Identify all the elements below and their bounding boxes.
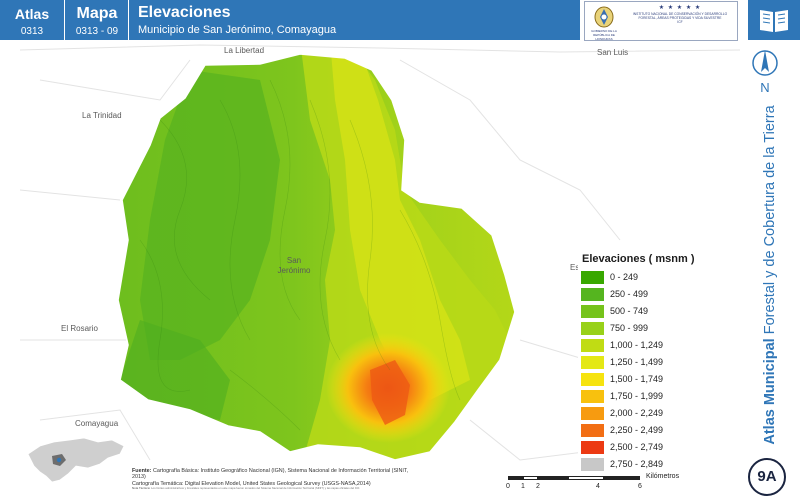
place-san-luis: San Luis [597, 48, 629, 57]
legend-item: 250 - 499 [581, 287, 726, 302]
mapa-label: Mapa [76, 5, 118, 22]
municipality-boundary [117, 53, 516, 461]
title-cell: Elevaciones Municipio de San Jerónimo, C… [138, 0, 578, 40]
source-line1: Cartografía Básica: Instituto Geográfico… [132, 468, 409, 481]
icf-acronym: ICF [677, 20, 683, 25]
legend-swatch [581, 390, 604, 403]
scale-tick: 4 [596, 483, 600, 490]
plate-number: 9A [748, 458, 786, 496]
legend-label: 2,500 - 2,749 [610, 442, 664, 452]
municipality-elevation [118, 54, 515, 460]
legend-label: 1,000 - 1,249 [610, 340, 664, 350]
series-title-rest: Forestal y de Cobertura de la Tierra [762, 105, 778, 339]
atlas-label: Atlas [14, 6, 50, 22]
scale-tick: 2 [536, 483, 540, 490]
legend-swatch [581, 407, 604, 420]
legend-label: 500 - 749 [610, 306, 649, 316]
legend-swatch [581, 271, 604, 284]
legend-label: 1,750 - 1,999 [610, 391, 664, 401]
scale-tick: 6 [638, 483, 642, 490]
mapa-cell: Mapa 0313 - 09 [66, 0, 129, 40]
legend: Elevaciones ( msnm ) 0 - 249 250 - 499 5… [578, 252, 728, 474]
header: Atlas 0313 Mapa 0313 - 09 Elevaciones Mu… [0, 0, 800, 44]
legend-label: 2,750 - 2,849 [610, 459, 664, 469]
title-bar: Atlas 0313 Mapa 0313 - 09 Elevaciones Mu… [0, 0, 580, 40]
icf-logo: ★ ★ ★ ★ ★ INSTITUTO NACIONAL DE CONSERVA… [627, 5, 733, 25]
legend-swatch [581, 458, 604, 471]
source-line2: Cartografía Temática: Digital Elevation … [132, 480, 371, 487]
place-es-fragment: Es [570, 263, 580, 272]
scale-segments [508, 476, 644, 480]
place-comayagua: Comayagua [75, 419, 119, 428]
legend-item: 500 - 749 [581, 304, 726, 319]
legend-item: 2,000 - 2,249 [581, 406, 726, 421]
technical-note: Nota Técnica: Los límites administrativo… [132, 486, 422, 490]
place-el-rosario: El Rosario [61, 324, 98, 333]
legend-item: 1,500 - 1,749 [581, 372, 726, 387]
page-subtitle: Municipio de San Jerónimo, Comayagua [138, 24, 337, 36]
legend-title: Elevaciones ( msnm ) [582, 253, 695, 265]
place-la-trinidad: La Trinidad [82, 111, 122, 120]
place-la-libertad: La Libertad [224, 46, 265, 55]
legend-label: 2,000 - 2,249 [610, 408, 664, 418]
scale-seg [538, 476, 568, 480]
legend-label: 750 - 999 [610, 323, 649, 333]
legend-item: 0 - 249 [581, 270, 726, 285]
place-san-jeronimo: San Jerónimo [274, 256, 314, 276]
icf-name: INSTITUTO NACIONAL DE CONSERVACIÓN Y DES… [632, 12, 728, 21]
legend-label: 2,250 - 2,499 [610, 425, 664, 435]
legend-swatch [581, 424, 604, 437]
scale-seg [508, 476, 523, 480]
legend-swatch [581, 356, 604, 369]
note-label: Nota Técnica: [132, 486, 151, 490]
place-san-jeronimo-line2: Jerónimo [277, 266, 311, 275]
series-title-bold: Atlas Municipal [762, 338, 778, 445]
scale-tick: 1 [521, 483, 525, 490]
elevation-map [19, 44, 741, 461]
legend-swatch [581, 373, 604, 386]
legend-swatch [581, 322, 604, 335]
legend-item: 1,000 - 1,249 [581, 338, 726, 353]
institution-logos: GOBIERNO DE LA REPÚBLICA DE HONDURAS ★ ★… [584, 1, 738, 41]
place-san-jeronimo-line1: San [286, 256, 302, 265]
scale-unit: Kilómetros [646, 473, 680, 480]
legend-swatch [581, 441, 604, 454]
source-label: Fuente: [132, 468, 152, 474]
legend-swatch [581, 288, 604, 301]
atlas-cell: Atlas 0313 [0, 0, 65, 40]
scale-seg [568, 476, 604, 480]
note-text: Los límites administrativos y forestales… [151, 486, 360, 490]
legend-item: 1,250 - 1,499 [581, 355, 726, 370]
mapa-code: 0313 - 09 [75, 26, 119, 37]
open-book-icon [760, 10, 788, 32]
government-caption: GOBIERNO DE LA REPÚBLICA DE HONDURAS [591, 29, 617, 41]
north-arrow-icon [752, 50, 778, 76]
scale-seg [523, 476, 538, 480]
legend-label: 1,500 - 1,749 [610, 374, 664, 384]
page-title: Elevaciones [138, 4, 231, 21]
legend-item: 2,500 - 2,749 [581, 440, 726, 455]
atlas-code: 0313 [20, 26, 44, 37]
scale-tick: 0 [506, 483, 510, 490]
honduras-locator-map [27, 437, 125, 483]
north-letter: N [760, 80, 770, 95]
legend-swatch [581, 339, 604, 352]
stars-icon: ★ ★ ★ ★ ★ [658, 5, 702, 11]
legend-label: 250 - 499 [610, 289, 649, 299]
legend-item: 2,750 - 2,849 [581, 457, 726, 472]
scale-seg [604, 476, 640, 480]
legend-label: 1,250 - 1,499 [610, 357, 664, 367]
coat-of-arms-icon [594, 6, 614, 28]
legend-item: 750 - 999 [581, 321, 726, 336]
legend-item: 2,250 - 2,499 [581, 423, 726, 438]
scale-bar: 0 1 2 4 6 Kilómetros [506, 473, 708, 500]
legend-item: 1,750 - 1,999 [581, 389, 726, 404]
legend-swatch [581, 305, 604, 318]
source-credits: Fuente: Cartografía Básica: Instituto Ge… [132, 468, 422, 487]
legend-label: 0 - 249 [610, 272, 639, 282]
atlas-book-button[interactable] [748, 0, 800, 40]
